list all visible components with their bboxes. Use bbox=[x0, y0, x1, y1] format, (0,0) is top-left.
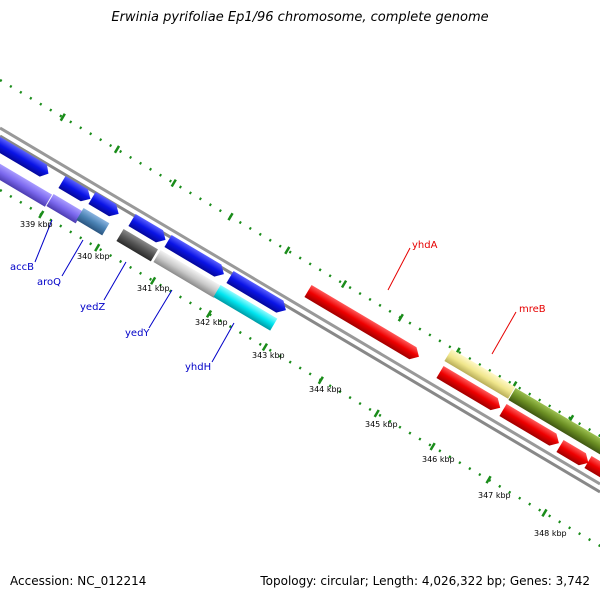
accession-text: Accession: NC_012214 bbox=[10, 574, 147, 588]
tick-label: 340 kbp bbox=[77, 252, 110, 261]
label-leaders-red bbox=[387, 247, 517, 355]
gene-label-yhdA: yhdA bbox=[412, 240, 438, 251]
gene-track-forward-2 bbox=[0, 159, 600, 484]
backbone-outer bbox=[0, 126, 600, 486]
tick-label: 344 kbp bbox=[309, 385, 342, 394]
gene-yedY[interactable] bbox=[153, 249, 221, 298]
gene-label-aroQ: aroQ bbox=[37, 277, 61, 288]
gene-arrow[interactable] bbox=[556, 439, 592, 469]
tick-label: 342 kbp bbox=[195, 318, 228, 327]
gene-label-mreB: mreB bbox=[519, 304, 546, 315]
gene-arrow[interactable] bbox=[0, 159, 53, 207]
gene-yedZ[interactable] bbox=[116, 228, 158, 262]
label-leaders bbox=[34, 219, 235, 363]
genome-summary: Topology: circular; Length: 4,026,322 bp… bbox=[260, 574, 590, 588]
gene-label-yedY: yedY bbox=[125, 328, 150, 339]
tick-label: 341 kbp bbox=[137, 284, 170, 293]
gene-arrow[interactable] bbox=[226, 270, 289, 316]
map-title: Erwinia pyrifoliae Ep1/96 chromosome, co… bbox=[111, 10, 489, 25]
gene-track-forward bbox=[0, 132, 600, 462]
tick-label: 347 kbp bbox=[478, 491, 511, 500]
gene-mreB[interactable] bbox=[444, 348, 516, 399]
gene-arrow[interactable] bbox=[0, 132, 52, 180]
gene-arrow[interactable] bbox=[46, 193, 83, 224]
gene-arrow[interactable] bbox=[164, 234, 227, 280]
gene-arrow[interactable] bbox=[88, 191, 122, 220]
gene-arrow[interactable] bbox=[58, 175, 94, 205]
inner-dotted-ring bbox=[0, 188, 600, 559]
backbone-inner bbox=[0, 134, 600, 494]
gene-arrow[interactable] bbox=[499, 403, 562, 449]
tick-label: 348 kbp bbox=[534, 529, 567, 538]
tick-label: 339 kbp bbox=[20, 220, 53, 229]
gene-arrow[interactable] bbox=[128, 213, 169, 246]
tick-label: 343 kbp bbox=[252, 351, 285, 360]
tick-label: 346 kbp bbox=[422, 455, 455, 464]
gene-yhdH[interactable] bbox=[213, 284, 278, 331]
gene-aroQ[interactable] bbox=[76, 207, 110, 236]
gene-label-yedZ: yedZ bbox=[80, 302, 105, 313]
gene-label-accB: accB bbox=[10, 262, 34, 273]
gene-label-yhdH: yhdH bbox=[185, 362, 211, 373]
tick-label: 345 kbp bbox=[365, 420, 398, 429]
gene-olive[interactable] bbox=[508, 387, 600, 462]
gene-arrow[interactable] bbox=[584, 455, 600, 484]
gene-arrow[interactable] bbox=[436, 365, 503, 414]
gene-yhdA[interactable] bbox=[304, 284, 422, 363]
